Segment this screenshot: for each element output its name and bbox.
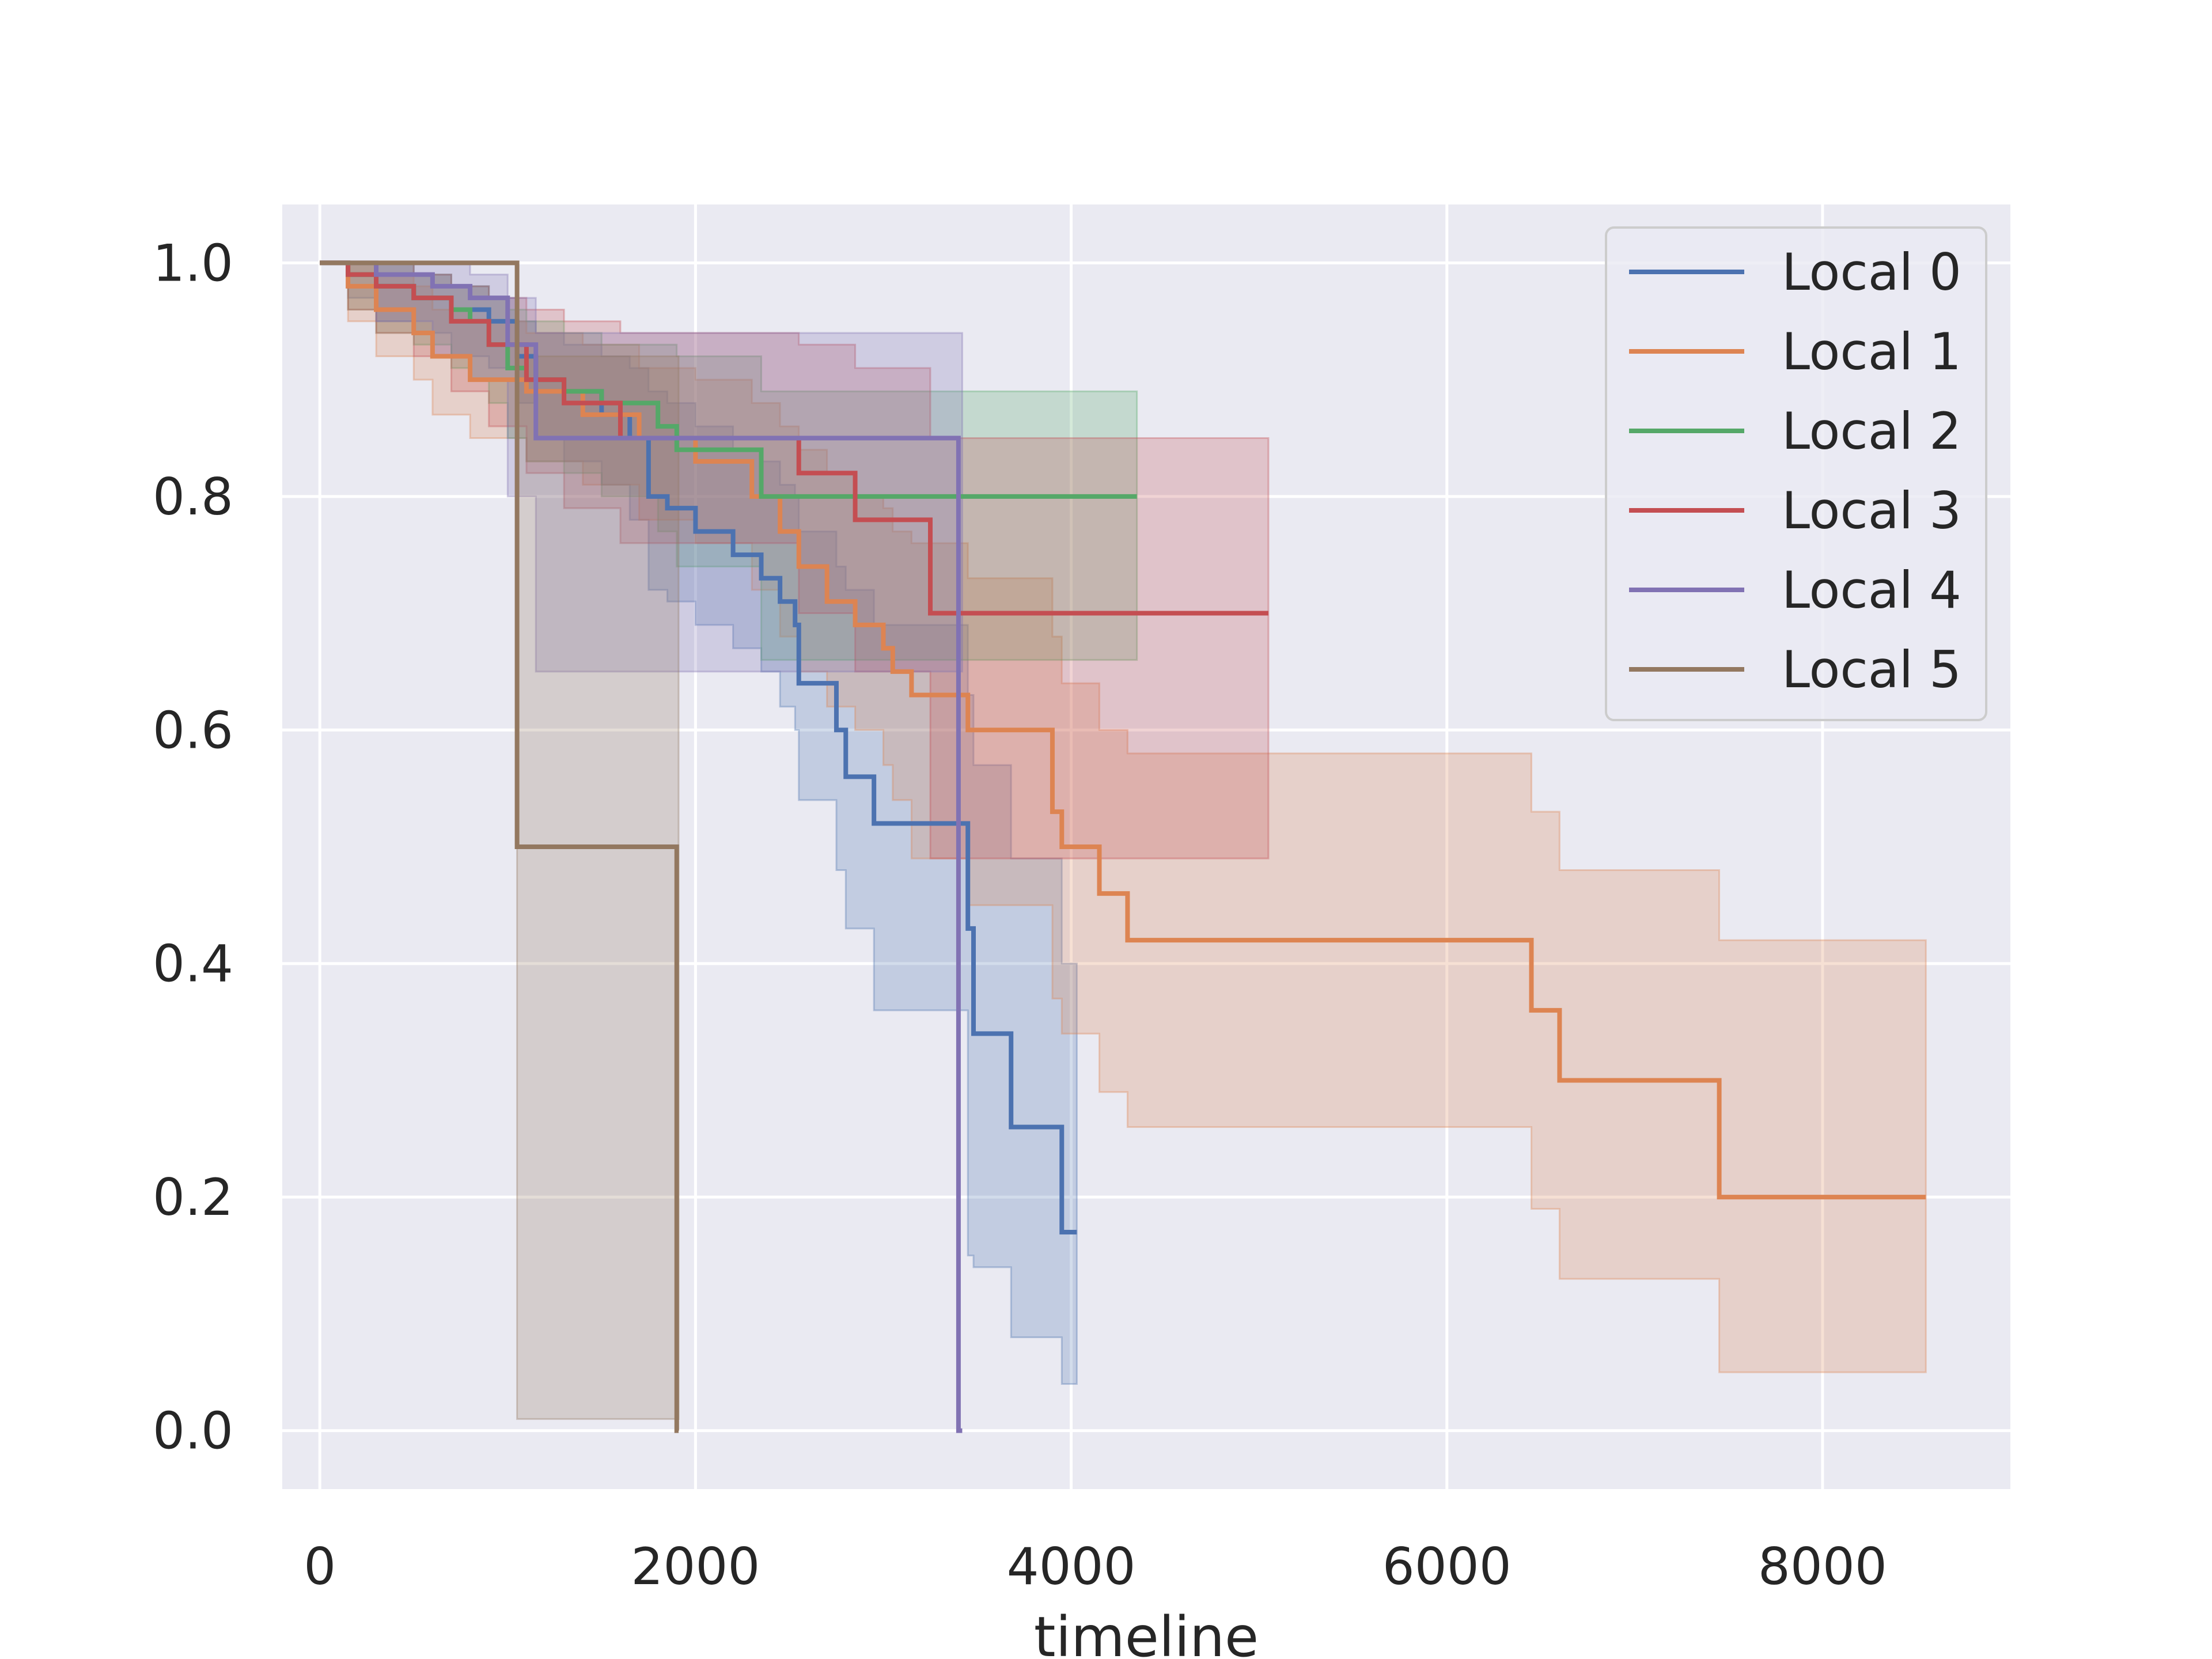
legend-label-5: Local 5	[1782, 640, 1961, 699]
legend-label-4: Local 4	[1782, 560, 1961, 620]
y-tick-label: 0.4	[153, 934, 233, 994]
legend-label-3: Local 3	[1782, 481, 1961, 540]
x-tick-labels: 0 2000 4000 6000 8000	[304, 1537, 1887, 1596]
legend-label-1: Local 1	[1782, 322, 1961, 381]
confidence-bands	[320, 262, 1927, 1420]
legend-label-2: Local 2	[1782, 402, 1961, 461]
y-tick-label: 1.0	[153, 233, 233, 293]
y-tick-label: 0.8	[153, 467, 233, 527]
survival-line-3	[320, 260, 1268, 616]
x-axis-label: timeline	[1034, 1605, 1259, 1659]
survival-line-4	[320, 260, 963, 1433]
y-tick-labels: 0.0 0.2 0.4 0.6 0.8 1.0	[153, 233, 233, 1460]
y-tick-label: 0.6	[153, 700, 233, 760]
y-tick-label: 0.0	[153, 1402, 233, 1461]
legend: Local 0 Local 1 Local 2 Local 3 Local 4 Local…	[1605, 226, 1987, 721]
y-tick-label: 0.2	[153, 1168, 233, 1227]
survival-curves	[320, 260, 1926, 1433]
x-tick-label: 8000	[1758, 1537, 1887, 1596]
x-tick-label: 0	[304, 1537, 336, 1596]
x-tick-label: 6000	[1382, 1537, 1512, 1596]
survival-line-5	[320, 260, 679, 1433]
x-tick-label: 2000	[631, 1537, 760, 1596]
survival-line-1	[320, 260, 1926, 1200]
x-tick-label: 4000	[1007, 1537, 1136, 1596]
legend-label-0: Local 0	[1782, 243, 1961, 302]
